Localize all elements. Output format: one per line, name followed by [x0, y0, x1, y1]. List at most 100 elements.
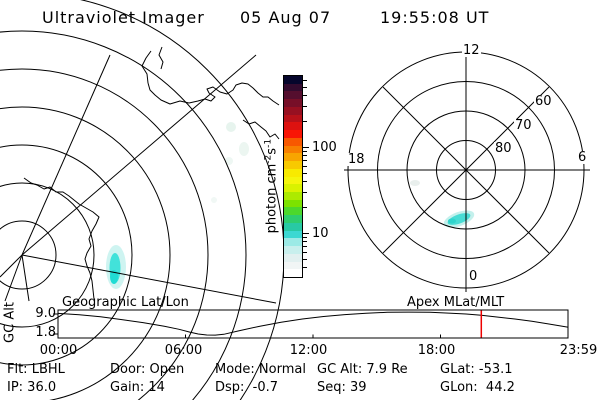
polar-emission-blobs	[410, 180, 475, 228]
colorbar-minor-tick	[303, 172, 307, 174]
colorbar-minor-tick	[303, 181, 307, 183]
colorbar-segment	[284, 199, 302, 208]
faint-emission	[225, 157, 233, 165]
colorbar-segment	[284, 106, 302, 115]
colorbar-label-sup: -1	[263, 138, 274, 148]
polar-mlt-spokes	[344, 46, 590, 292]
colorbar-segment	[284, 83, 302, 92]
polar-mlat-label-60: 60	[534, 94, 553, 109]
map-coastlines	[23, 46, 280, 300]
app-title: Ultraviolet Imager	[42, 8, 205, 27]
gc-alt-curve	[57, 311, 568, 336]
colorbar-segment	[284, 207, 302, 216]
colorbar-segment	[284, 153, 302, 162]
colorbar-minor-tick	[303, 191, 307, 193]
status-gcalt: GC Alt: 7.9 Re	[317, 362, 408, 377]
header-date: 05 Aug 07	[240, 8, 332, 27]
colorbar-label-text: photon cm	[264, 163, 280, 234]
colorbar-segment	[284, 222, 302, 231]
colorbar-label-text: s	[264, 147, 280, 155]
colorbar-minor-tick	[303, 246, 307, 248]
colorbar	[283, 75, 303, 278]
colorbar-minor-tick	[303, 236, 307, 238]
strip-frame	[57, 309, 569, 339]
strip-xtick-1200: 12:00	[289, 343, 328, 358]
status-glon: GLon: 44.2	[440, 380, 515, 395]
status-ip: IP: 36.0	[7, 380, 57, 395]
colorbar-tick-10: 10	[312, 226, 329, 241]
colorbar-segment	[284, 261, 302, 270]
status-glat: GLat: -53.1	[440, 362, 513, 377]
status-dsp: Dsp: -0.7	[215, 380, 279, 395]
status-gain: Gain: 14	[110, 380, 165, 395]
colorbar-minor-tick	[303, 155, 307, 157]
faint-emission	[211, 197, 217, 203]
colorbar-minor-tick	[303, 105, 307, 107]
strip-ytick-hi: 9.0	[35, 306, 56, 321]
colorbar-minor-tick	[303, 95, 307, 97]
colorbar-label-sup: -2	[263, 154, 274, 164]
polar-mlt-label-0: 0	[468, 269, 479, 284]
colorbar-segment	[284, 91, 302, 100]
colorbar-segment	[284, 246, 302, 254]
colorbar-segment	[284, 215, 302, 223]
strip-xtick-2359: 23:59	[559, 343, 598, 358]
colorbar-segment	[284, 114, 302, 123]
faint-emission	[410, 180, 420, 186]
colorbar-segment	[284, 122, 302, 131]
geographic-map	[0, 0, 285, 400]
status-flt: Flt: LBHL	[7, 362, 65, 377]
altitude-strip-chart	[53, 309, 569, 339]
colorbar-minor-tick	[303, 258, 307, 260]
colorbar-tick-100: 100	[312, 140, 337, 155]
faint-emission	[239, 142, 249, 156]
polar-mlat-label-80: 80	[494, 141, 513, 156]
map-emission-blobs	[106, 122, 249, 289]
colorbar-segment	[284, 130, 302, 138]
strip-ytick-lo: 1.8	[35, 325, 56, 340]
colorbar-segment	[284, 184, 302, 193]
colorbar-minor-tick	[303, 267, 307, 269]
strip-xtick-0000: 00:00	[39, 343, 78, 358]
colorbar-minor-tick	[303, 150, 307, 152]
colorbar-minor-tick	[303, 207, 307, 209]
strip-xtick-0600: 06:00	[164, 343, 203, 358]
colorbar-segment	[284, 145, 302, 154]
colorbar-minor-tick	[303, 80, 307, 82]
colorbar-minor-tick	[303, 252, 307, 254]
colorbar-axis-label: photon cm-2s-1	[263, 114, 279, 259]
status-door: Door: Open	[110, 362, 185, 377]
colorbar-segment	[284, 137, 302, 146]
strip-axis-ticks	[53, 313, 441, 338]
colorbar-minor-tick	[303, 86, 307, 88]
strip-xtick-1800: 18:00	[417, 343, 456, 358]
polar-mlt-label-18: 18	[347, 152, 366, 167]
colorbar-major-tick	[303, 147, 309, 148]
faint-emission	[226, 122, 236, 132]
map-panel-title: Geographic Lat/Lon	[62, 295, 189, 310]
strip-ylabel: GC Alt	[2, 302, 18, 343]
polar-plot	[344, 46, 590, 292]
status-seq: Seq: 39	[317, 380, 367, 395]
colorbar-segment	[284, 253, 302, 262]
colorbar-segment	[284, 161, 302, 169]
colorbar-ticks	[303, 75, 311, 278]
polar-panel-title: Apex MLat/MLT	[407, 295, 505, 310]
colorbar-major-tick	[303, 233, 309, 234]
colorbar-segment	[284, 230, 302, 239]
polar-mlt-label-12: 12	[462, 43, 481, 58]
colorbar-minor-tick	[303, 241, 307, 243]
map-meridians	[0, 54, 277, 304]
colorbar-segment	[284, 192, 302, 200]
colorbar-segment	[284, 168, 302, 177]
colorbar-segment	[284, 269, 302, 278]
header-time: 19:55:08 UT	[380, 8, 490, 27]
emission-bright-core	[448, 218, 456, 224]
colorbar-minor-tick	[303, 160, 307, 162]
emission-bright-core	[110, 270, 118, 284]
colorbar-segment	[284, 99, 302, 107]
colorbar-segment	[284, 238, 302, 247]
colorbar-minor-tick	[303, 166, 307, 168]
polar-mlat-label-70: 70	[514, 118, 533, 133]
